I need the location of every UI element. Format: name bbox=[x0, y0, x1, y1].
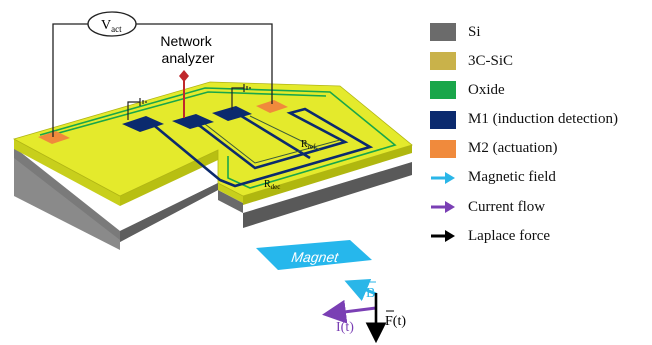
vector-b-label-group: B bbox=[366, 281, 376, 301]
network-label-line1: Network bbox=[160, 33, 212, 49]
legend-label: 3C-SiC bbox=[468, 52, 514, 69]
legend-item: Magnetic field bbox=[430, 168, 648, 188]
vector-f-label-group: F(t) bbox=[385, 310, 406, 329]
ground-symbol-left bbox=[127, 98, 147, 120]
vector-f-label: F(t) bbox=[385, 314, 406, 329]
legend-label: M1 (induction detection) bbox=[468, 111, 618, 128]
rref-subscript: ref bbox=[308, 143, 316, 151]
legend-label: M2 (actuation) bbox=[468, 140, 558, 157]
svg-text:Network analyzer: Network analyzer bbox=[160, 33, 215, 66]
current-vector bbox=[322, 299, 377, 324]
legend-label: Oxide bbox=[468, 81, 505, 98]
m1-pad-left bbox=[122, 116, 164, 132]
m1-coil bbox=[137, 107, 374, 188]
m1-inner-lines bbox=[204, 115, 341, 164]
magnet-block bbox=[256, 240, 372, 270]
svg-text:Rref: Rref bbox=[301, 139, 316, 151]
legend-arrow-icon bbox=[431, 230, 455, 243]
legend-label: Current flow bbox=[468, 198, 546, 215]
silicon-substrate bbox=[14, 147, 412, 250]
svg-text:Vact: Vact bbox=[101, 18, 122, 34]
legend-item: M1 (induction detection) bbox=[430, 110, 648, 130]
rdec-label: R bbox=[264, 179, 271, 190]
magnet-label: Magnet bbox=[290, 249, 340, 265]
legend-swatch bbox=[430, 81, 456, 100]
legend-item: 3C-SiC bbox=[430, 51, 648, 71]
legend-swatch bbox=[430, 52, 456, 71]
sic-layer-sides bbox=[14, 139, 412, 206]
legend-label: Magnetic field bbox=[468, 169, 556, 186]
svg-text:Rdec: Rdec bbox=[264, 179, 280, 191]
legend-item: Current flow bbox=[430, 197, 648, 217]
legend-swatch bbox=[430, 23, 456, 41]
legend-item: Oxide bbox=[430, 80, 648, 100]
m1-pad-right bbox=[212, 106, 252, 121]
rdec-subscript: dec bbox=[271, 183, 281, 191]
vector-i-label: I(t) bbox=[336, 320, 354, 335]
network-label-line2: analyzer bbox=[162, 50, 215, 66]
vector-i-label-group: I(t) bbox=[336, 316, 354, 335]
actuation-wires bbox=[52, 23, 273, 137]
m2-pad-left bbox=[38, 131, 70, 144]
magnetic-field-vector bbox=[344, 278, 377, 302]
network-probe-tip bbox=[179, 70, 189, 82]
legend-item: Si bbox=[430, 22, 648, 42]
vact-source bbox=[87, 11, 137, 37]
legend-swatch bbox=[430, 110, 456, 129]
oxide-traces bbox=[39, 87, 397, 189]
sic-top-surface bbox=[12, 81, 413, 197]
legend-arrow-icon bbox=[431, 171, 455, 184]
rref-label: R bbox=[301, 139, 308, 150]
m2-pad-right bbox=[256, 100, 288, 113]
legend-item: Laplace force bbox=[430, 226, 648, 246]
legend-label: Laplace force bbox=[468, 227, 551, 244]
legend-arrow-icon bbox=[431, 201, 455, 214]
legend: Si 3C-SiC Oxide M1 (induction detection) M2 … bbox=[430, 22, 648, 256]
vact-label: V bbox=[101, 18, 111, 33]
m1-pad-middle bbox=[172, 114, 214, 129]
vector-b-label: B bbox=[366, 286, 375, 301]
legend-item: M2 (actuation) bbox=[430, 139, 648, 159]
legend-swatch bbox=[430, 139, 456, 158]
vact-subscript: act bbox=[111, 24, 122, 34]
legend-label: Si bbox=[468, 23, 481, 40]
ground-symbol-right bbox=[231, 84, 251, 110]
